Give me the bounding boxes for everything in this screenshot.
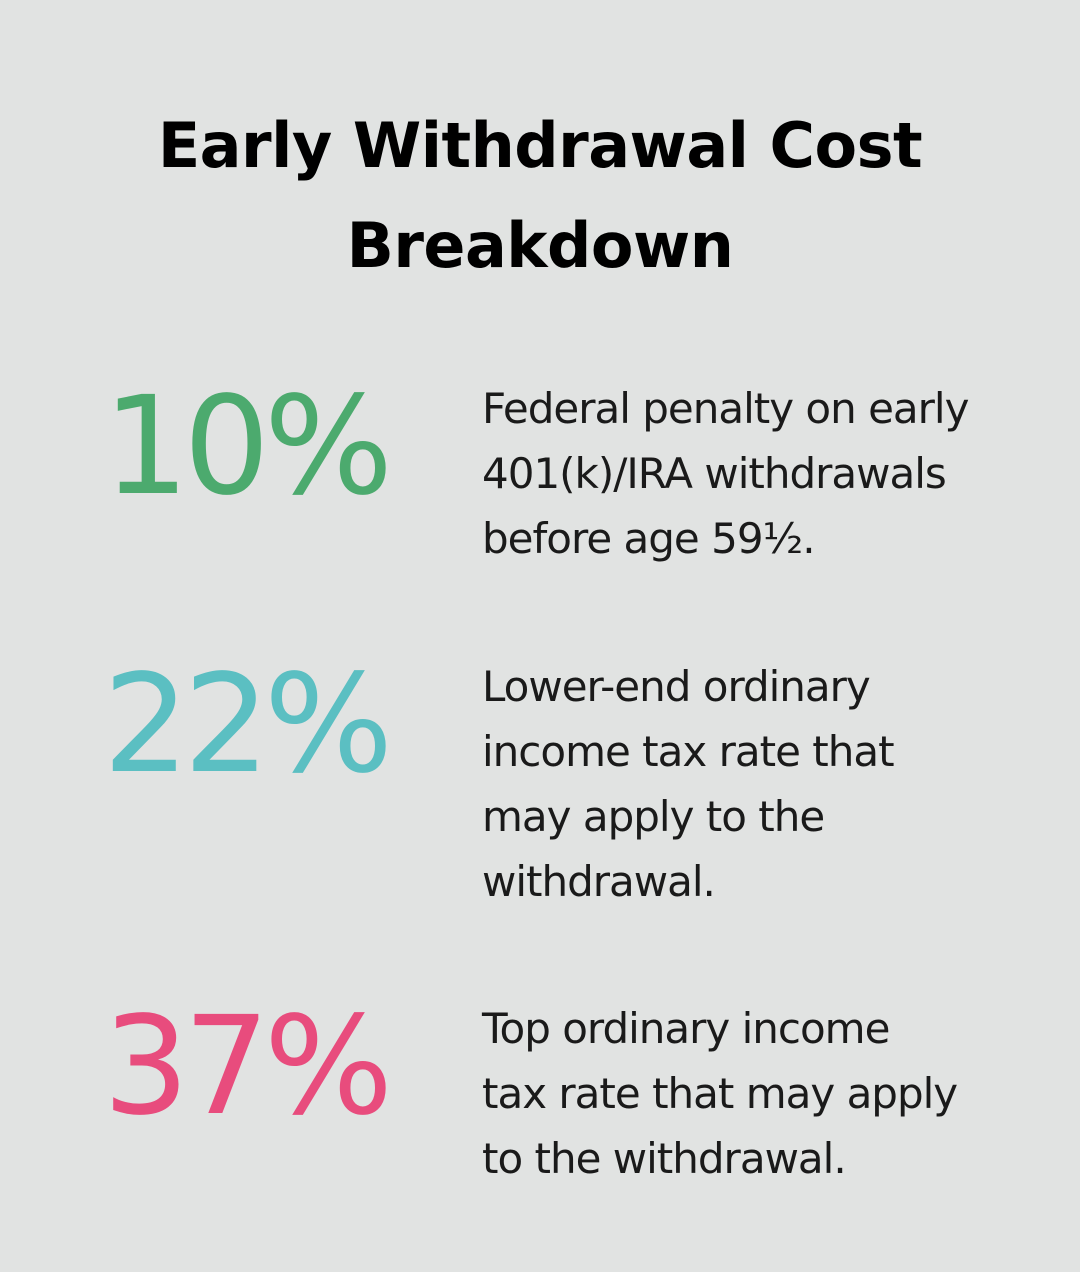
stat-description-line: may apply to the xyxy=(482,792,825,841)
stat-description: Top ordinary income tax rate that may ap… xyxy=(482,996,1042,1191)
stat-description-line: withdrawal. xyxy=(482,857,716,906)
stat-value: 10% xyxy=(102,368,393,526)
stat-description: Federal penalty on early 401(k)/IRA with… xyxy=(482,376,1042,571)
stat-description-line: Lower-end ordinary xyxy=(482,662,871,711)
stat-description-line: 401(k)/IRA withdrawals xyxy=(482,449,947,498)
stat-description-line: tax rate that may apply xyxy=(482,1069,958,1118)
stat-description: Lower-end ordinary income tax rate that … xyxy=(482,654,1042,914)
stat-value: 37% xyxy=(102,988,393,1146)
stat-description-line: to the withdrawal. xyxy=(482,1134,847,1183)
stat-description-line: Top ordinary income xyxy=(482,1004,890,1053)
stat-description-line: income tax rate that xyxy=(482,727,895,776)
stat-description-line: before age 59½. xyxy=(482,514,816,563)
title-line-1: Early Withdrawal Cost xyxy=(157,109,923,182)
stat-description-line: Federal penalty on early xyxy=(482,384,969,433)
title-line-2: Breakdown xyxy=(346,209,734,282)
stat-value: 22% xyxy=(102,646,393,804)
page-title: Early Withdrawal Cost Breakdown xyxy=(0,96,1080,296)
